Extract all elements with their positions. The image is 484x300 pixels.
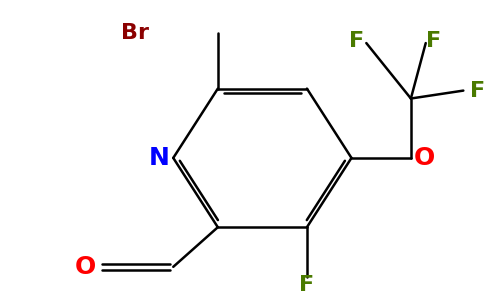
Text: N: N (149, 146, 170, 170)
Text: F: F (300, 274, 315, 295)
Text: F: F (469, 81, 484, 100)
Text: O: O (75, 255, 96, 279)
Text: Br: Br (121, 23, 149, 43)
Text: F: F (349, 31, 364, 51)
Text: F: F (426, 31, 441, 51)
Text: O: O (414, 146, 436, 170)
